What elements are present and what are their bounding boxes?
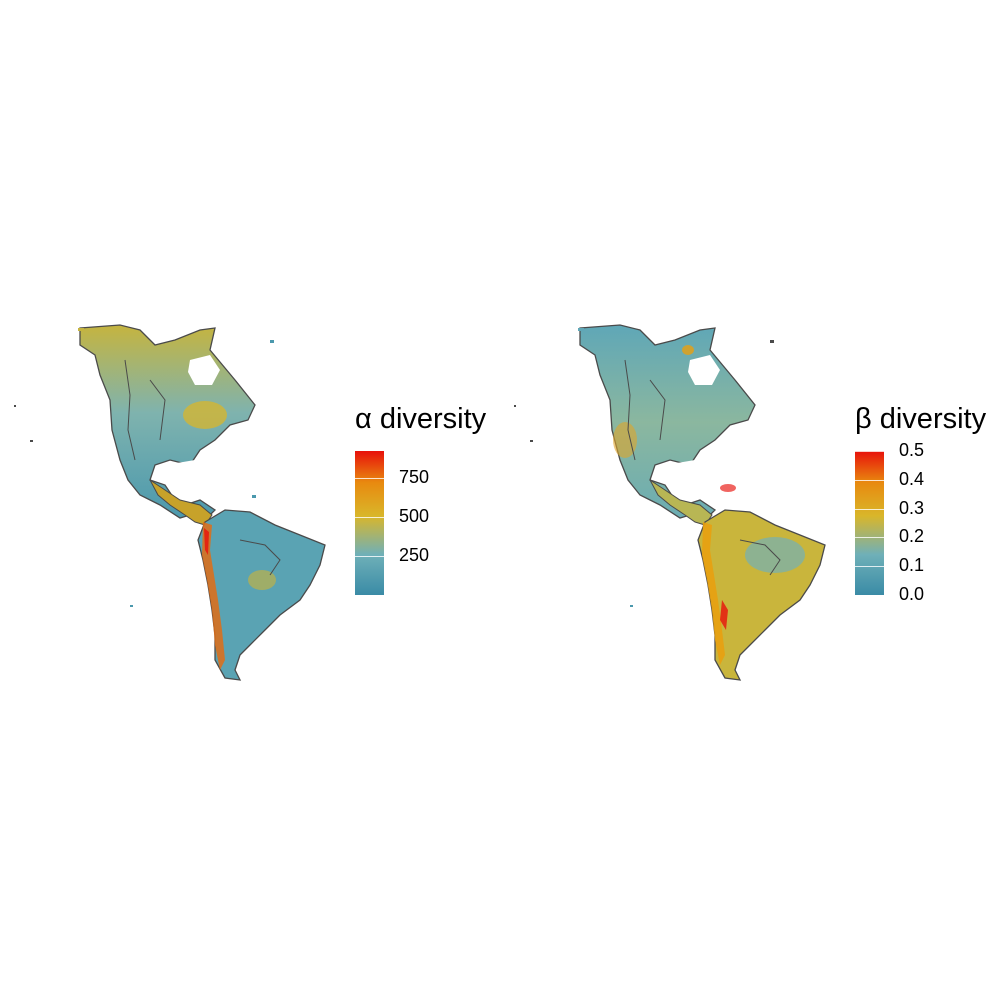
tick-label: 0.4 bbox=[899, 468, 925, 489]
legend-title: β diversity bbox=[855, 403, 987, 435]
island bbox=[578, 328, 584, 331]
tick-label: 750 bbox=[399, 466, 430, 487]
contour-amazon bbox=[239, 539, 281, 576]
colorbar-tick bbox=[355, 516, 384, 518]
colorbar-tick bbox=[855, 451, 884, 452]
island bbox=[30, 440, 33, 442]
caribbean-patch bbox=[720, 484, 736, 492]
colorbar-tick bbox=[355, 477, 384, 479]
island bbox=[530, 440, 533, 442]
alpha-diversity-map bbox=[14, 324, 326, 681]
gulf-of-mexico bbox=[665, 460, 705, 485]
arctic-patch bbox=[682, 345, 694, 355]
beta-diversity-map bbox=[514, 324, 826, 681]
island bbox=[514, 405, 516, 407]
contour-plains bbox=[149, 379, 166, 441]
island bbox=[252, 495, 256, 498]
colorbar-tick bbox=[855, 537, 884, 539]
western-us-patch bbox=[613, 422, 637, 458]
colorbar-tick bbox=[855, 508, 884, 510]
contour-amazon bbox=[739, 539, 781, 576]
hudson-bay bbox=[688, 355, 720, 385]
island bbox=[130, 605, 133, 607]
andes-band bbox=[202, 522, 225, 670]
island bbox=[14, 405, 16, 407]
alpha-diversity-panel: α diversity 750 500 250 bbox=[0, 300, 500, 700]
tick-label: 0.1 bbox=[899, 555, 925, 576]
tick-label: 250 bbox=[399, 544, 430, 565]
colorbar-tick bbox=[855, 595, 884, 596]
colorbar bbox=[355, 451, 384, 595]
island bbox=[770, 340, 774, 343]
tick-label: 0.5 bbox=[899, 440, 925, 460]
tick-label: 0.0 bbox=[899, 584, 925, 604]
hudson-bay bbox=[188, 355, 220, 385]
contour-rockies bbox=[124, 359, 136, 461]
colorbar-tick bbox=[855, 479, 884, 481]
eastern-us-patch bbox=[183, 401, 227, 429]
brazil-patch bbox=[248, 570, 276, 590]
tick-label: 500 bbox=[399, 505, 430, 526]
gulf-of-mexico bbox=[165, 460, 205, 485]
colorbar-tick bbox=[355, 555, 384, 557]
tick-label: 0.2 bbox=[899, 526, 925, 547]
beta-diversity-panel: β diversity 0.5 0.4 0.3 0.2 0.1 0.0 bbox=[500, 300, 1000, 700]
island bbox=[78, 328, 84, 331]
colorbar bbox=[855, 451, 884, 595]
island bbox=[630, 605, 633, 607]
contour-rockies bbox=[624, 359, 636, 461]
island bbox=[270, 340, 274, 343]
contour-plains bbox=[649, 379, 666, 441]
tick-label: 0.3 bbox=[899, 497, 925, 518]
legend-title: α diversity bbox=[355, 403, 487, 435]
colorbar-tick bbox=[855, 566, 884, 568]
andes-core bbox=[204, 528, 209, 555]
andes-band bbox=[702, 522, 725, 665]
andes-core bbox=[720, 600, 728, 630]
north-america-shape bbox=[79, 324, 256, 521]
